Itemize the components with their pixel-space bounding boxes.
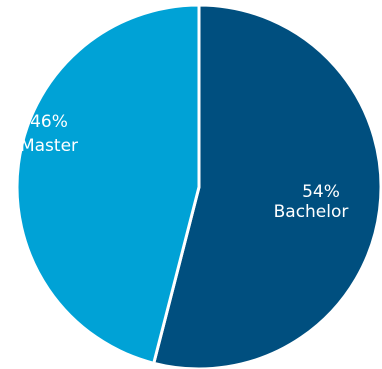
pie-slice-bachelor <box>152 3 382 369</box>
pie-labels: 54%Bachelor 46% Master <box>20 112 348 222</box>
pie-percent-label-master: 46% <box>30 112 68 132</box>
pie-percent-label-bachelor: 54% <box>302 182 340 202</box>
pie-slices <box>15 3 382 369</box>
pie-category-label-bachelor: Bachelor <box>274 202 349 222</box>
pie-slice-master <box>15 3 201 365</box>
pie-category-label-master: Master <box>20 136 78 156</box>
